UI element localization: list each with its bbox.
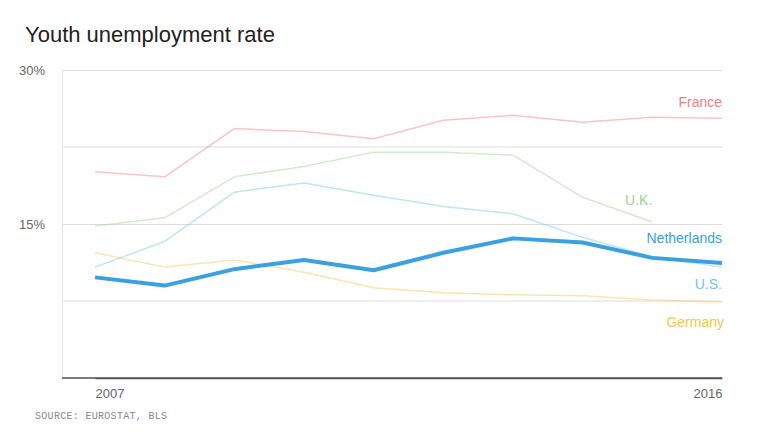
lines xyxy=(95,115,722,302)
grid-line xyxy=(62,147,722,148)
series-labels: France U.K. U.S. Germany Netherlands xyxy=(625,94,724,330)
x-tick-label: 2007 xyxy=(96,386,125,401)
series-line xyxy=(95,115,722,177)
series-label: Germany xyxy=(666,314,724,330)
baseline xyxy=(62,377,722,379)
y-tick: 15% xyxy=(19,217,722,232)
series-label: France xyxy=(678,94,722,110)
y-tick-label: 15% xyxy=(19,217,45,232)
series-label: Netherlands xyxy=(647,230,723,246)
chart-container: Youth unemployment rate 15% 30% 2007 2016 Fra… xyxy=(0,0,780,439)
y-tick-label: 30% xyxy=(19,63,45,78)
y-axis-line xyxy=(63,71,723,379)
series-label: U.S. xyxy=(695,276,722,292)
y-tick: 30% xyxy=(19,63,722,78)
chart-svg: Youth unemployment rate 15% 30% 2007 2016 Fra… xyxy=(0,0,780,439)
x-tick: 2007 xyxy=(96,378,125,401)
x-axis: 2007 2016 xyxy=(96,378,723,401)
grid-line xyxy=(62,224,722,225)
x-axis-line xyxy=(96,378,723,380)
x-tick: 2016 xyxy=(694,378,723,401)
source: SOURCE: EUROSTAT, BLS xyxy=(35,411,167,422)
series-line xyxy=(95,238,722,285)
y-axis: 15% 30% xyxy=(19,63,722,379)
series-line xyxy=(95,152,652,226)
x-tick-label: 2016 xyxy=(694,386,723,401)
grid-line xyxy=(62,70,722,71)
title: Youth unemployment rate xyxy=(25,22,275,47)
series-label: U.K. xyxy=(625,192,652,208)
grid-line xyxy=(62,301,722,302)
